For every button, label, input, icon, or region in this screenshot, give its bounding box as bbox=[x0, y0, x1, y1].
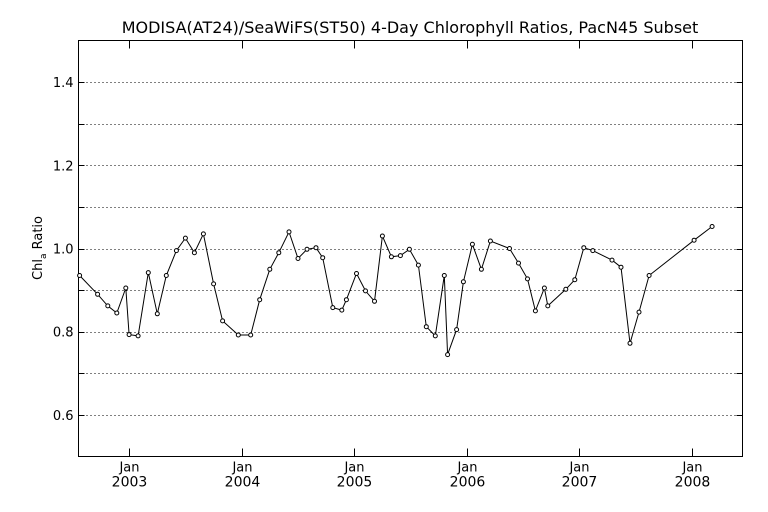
y-tick-label: 1.2 bbox=[53, 159, 74, 174]
data-point bbox=[154, 311, 160, 317]
data-point bbox=[581, 245, 587, 251]
data-point bbox=[487, 238, 493, 244]
data-point bbox=[304, 246, 310, 252]
data-point bbox=[388, 254, 394, 260]
data-point bbox=[191, 250, 197, 256]
data-point bbox=[114, 310, 120, 316]
data-point bbox=[257, 297, 263, 303]
x-tick-label-year: 2008 bbox=[675, 475, 711, 491]
y-tick-labels: 0.6 0.8 1.0 1.2 1.4 bbox=[53, 76, 74, 424]
data-point bbox=[220, 318, 226, 324]
data-point bbox=[441, 273, 447, 278]
data-point bbox=[478, 266, 484, 272]
data-point bbox=[295, 256, 301, 261]
data-point bbox=[563, 286, 569, 292]
plot-frame bbox=[78, 40, 743, 457]
data-point bbox=[432, 333, 438, 339]
data-point bbox=[173, 248, 179, 254]
data-point bbox=[354, 271, 359, 276]
data-point bbox=[460, 279, 466, 285]
data-point bbox=[541, 285, 547, 291]
data-point bbox=[313, 245, 319, 251]
data-point bbox=[267, 266, 273, 272]
data-point bbox=[163, 273, 169, 278]
x-tick-label-month: Jan bbox=[118, 461, 139, 476]
data-point bbox=[469, 241, 475, 247]
data-point bbox=[646, 273, 652, 278]
chart-title: MODISA(AT24)/SeaWiFS(ST50) 4-Day Chlorop… bbox=[122, 18, 699, 37]
data-point bbox=[532, 308, 538, 314]
data-point bbox=[135, 333, 141, 339]
data-point bbox=[286, 229, 292, 235]
data-point bbox=[507, 246, 512, 251]
data-point bbox=[363, 288, 368, 294]
y-tick-label: 1.0 bbox=[53, 243, 74, 258]
y-axis-label-main: Chl bbox=[31, 259, 46, 280]
y-tick-label: 0.6 bbox=[53, 409, 74, 424]
data-point bbox=[636, 309, 642, 315]
y-axis-label-subscript: a bbox=[39, 254, 49, 260]
x-tick-label-month: Jan bbox=[231, 461, 252, 476]
data-point bbox=[372, 298, 377, 304]
x-tick-label-month: Jan bbox=[343, 461, 364, 476]
data-point bbox=[235, 332, 241, 338]
x-tick-labels: Jan2003Jan2004Jan2005Jan2006Jan2007Jan20… bbox=[112, 40, 711, 491]
data-point bbox=[609, 257, 615, 263]
x-tick-label-month: Jan bbox=[681, 461, 702, 476]
data-point bbox=[618, 264, 624, 270]
data-point bbox=[691, 237, 697, 243]
data-point bbox=[454, 327, 460, 333]
x-tick-label-year: 2003 bbox=[112, 475, 148, 491]
x-tick-label-month: Jan bbox=[568, 461, 589, 476]
data-point bbox=[423, 324, 429, 330]
data-point bbox=[339, 307, 345, 313]
data-point bbox=[516, 260, 521, 266]
data-point bbox=[95, 291, 101, 297]
data-point bbox=[330, 305, 336, 311]
data-point bbox=[320, 255, 326, 261]
data-point bbox=[276, 250, 282, 256]
data-point bbox=[627, 340, 633, 346]
y-tick-label: 0.8 bbox=[53, 326, 74, 341]
data-point bbox=[248, 332, 254, 338]
data-point bbox=[709, 224, 715, 229]
data-point bbox=[211, 281, 217, 287]
x-tick-label-year: 2007 bbox=[562, 475, 598, 491]
y-tick-label: 1.4 bbox=[53, 76, 74, 91]
x-tick-label-year: 2006 bbox=[450, 475, 486, 491]
y-axis-label: Chla Ratio bbox=[31, 216, 49, 280]
data-point bbox=[572, 277, 578, 283]
x-tick-label-year: 2004 bbox=[225, 475, 261, 491]
data-point bbox=[445, 352, 451, 358]
data-point bbox=[397, 253, 403, 259]
data-point bbox=[415, 262, 421, 268]
data-point bbox=[105, 303, 111, 309]
data-point bbox=[525, 276, 530, 282]
data-point bbox=[590, 248, 596, 254]
data-point bbox=[379, 233, 385, 239]
series-line bbox=[79, 226, 713, 355]
data-point bbox=[406, 246, 412, 252]
y-axis-label-tail: Ratio bbox=[31, 216, 46, 254]
data-point bbox=[343, 297, 349, 303]
data-point bbox=[200, 231, 206, 237]
series-layer bbox=[77, 224, 715, 358]
data-point bbox=[126, 332, 132, 338]
x-tick-label-year: 2005 bbox=[337, 475, 373, 491]
x-tick-label-month: Jan bbox=[456, 461, 477, 476]
data-point bbox=[77, 273, 83, 278]
data-point bbox=[123, 285, 129, 291]
data-point bbox=[545, 303, 551, 309]
data-point bbox=[145, 270, 151, 276]
data-point bbox=[182, 235, 188, 241]
